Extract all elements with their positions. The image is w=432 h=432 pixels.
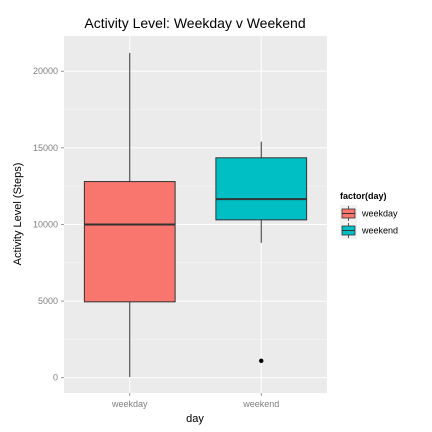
legend-title: factor(day) [340,191,387,201]
box-weekday [83,52,176,378]
y-axis-title: Activity Level (Steps) [12,163,24,266]
legend: factor(day) weekday weekend [340,191,398,239]
y-tick-label: 20000 [33,66,58,76]
legend-label: weekend [361,226,398,236]
box-body [83,181,176,303]
y-tick-label: 15000 [33,143,58,153]
y-tick-label: 0 [53,373,58,383]
y-tick-label: 10000 [33,219,58,229]
x-axis: weekday weekend [111,393,279,409]
box-weekend [215,141,308,364]
box-body [215,157,308,221]
outlier-point [259,358,264,364]
legend-label: weekday [361,209,398,219]
chart-title: Activity Level: Weekday v Weekend [84,15,305,31]
x-tick-label: weekend [242,399,279,409]
x-axis-title: day [186,413,204,425]
legend-entry-weekend: weekend [340,222,398,239]
y-axis: 0 5000 10000 15000 20000 [33,66,64,383]
legend-entry-weekday: weekday [340,205,398,222]
y-tick-label: 5000 [38,296,58,306]
boxes-layer [83,52,308,378]
x-tick-label: weekday [111,399,148,409]
